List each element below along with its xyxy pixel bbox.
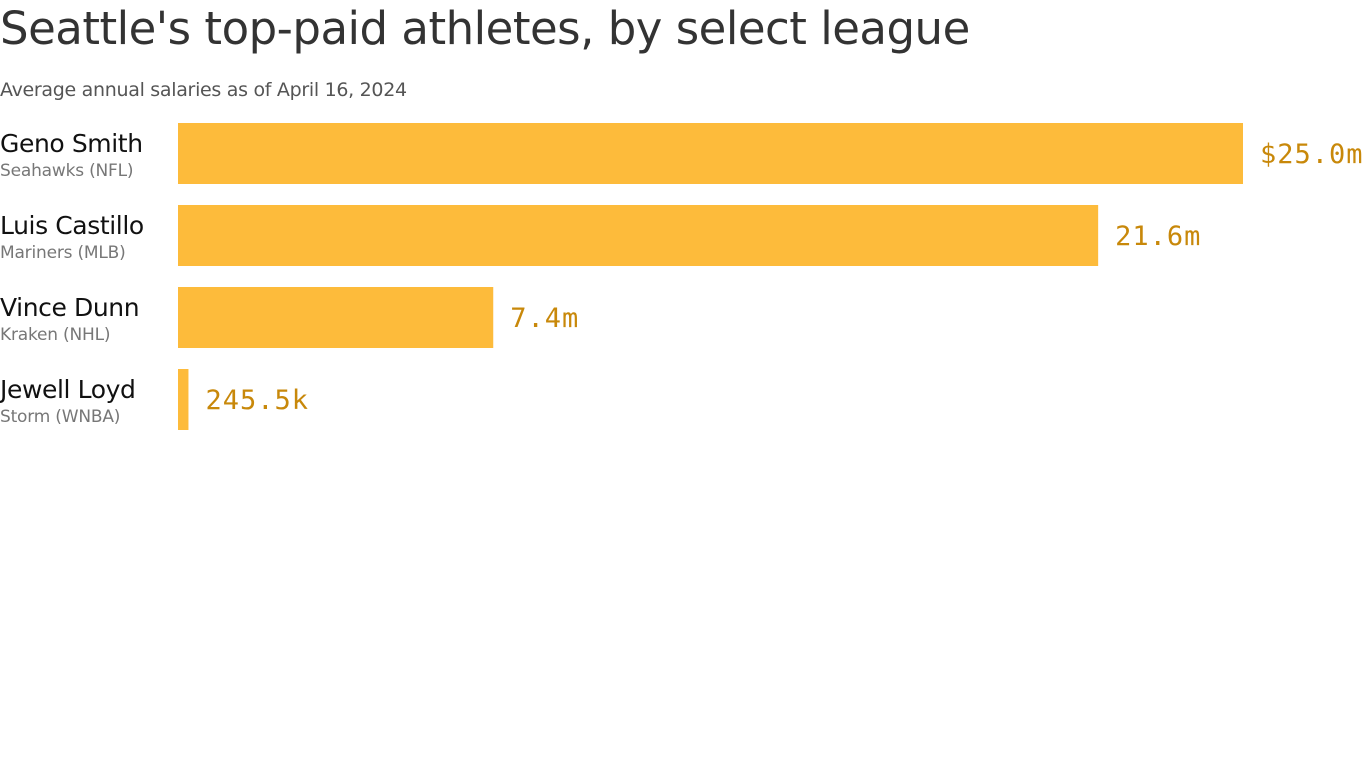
bar — [178, 287, 494, 348]
bar — [178, 205, 1099, 266]
category-label: Jewell Loyd — [0, 375, 135, 404]
category-sublabel: Seahawks (NFL) — [0, 161, 133, 181]
category-sublabel: Storm (WNBA) — [0, 407, 120, 427]
category-label: Geno Smith — [0, 129, 143, 158]
category-sublabel: Mariners (MLB) — [0, 243, 126, 263]
value-label: 21.6m — [1115, 221, 1201, 252]
chart-title: Seattle's top-paid athletes, by select l… — [0, 2, 970, 55]
bar — [178, 123, 1243, 184]
bar-row: Luis Castillo Mariners (MLB) 21.6m — [0, 205, 1201, 266]
bar-row: Geno Smith Seahawks (NFL) $25.0m — [0, 123, 1364, 184]
value-label: 7.4m — [510, 303, 579, 334]
bar-row: Vince Dunn Kraken (NHL) 7.4m — [0, 287, 579, 348]
bar — [178, 369, 189, 430]
category-label: Vince Dunn — [0, 293, 139, 322]
value-label: 245.5k — [205, 385, 309, 416]
bar-row: Jewell Loyd Storm (WNBA) 245.5k — [0, 369, 309, 430]
chart-rows: Geno Smith Seahawks (NFL) $25.0m Luis Casti… — [0, 123, 1364, 430]
value-label: $25.0m — [1260, 139, 1364, 170]
category-label: Luis Castillo — [0, 211, 144, 240]
category-sublabel: Kraken (NHL) — [0, 325, 110, 345]
chart-subtitle: Average annual salaries as of April 16, … — [0, 79, 407, 101]
